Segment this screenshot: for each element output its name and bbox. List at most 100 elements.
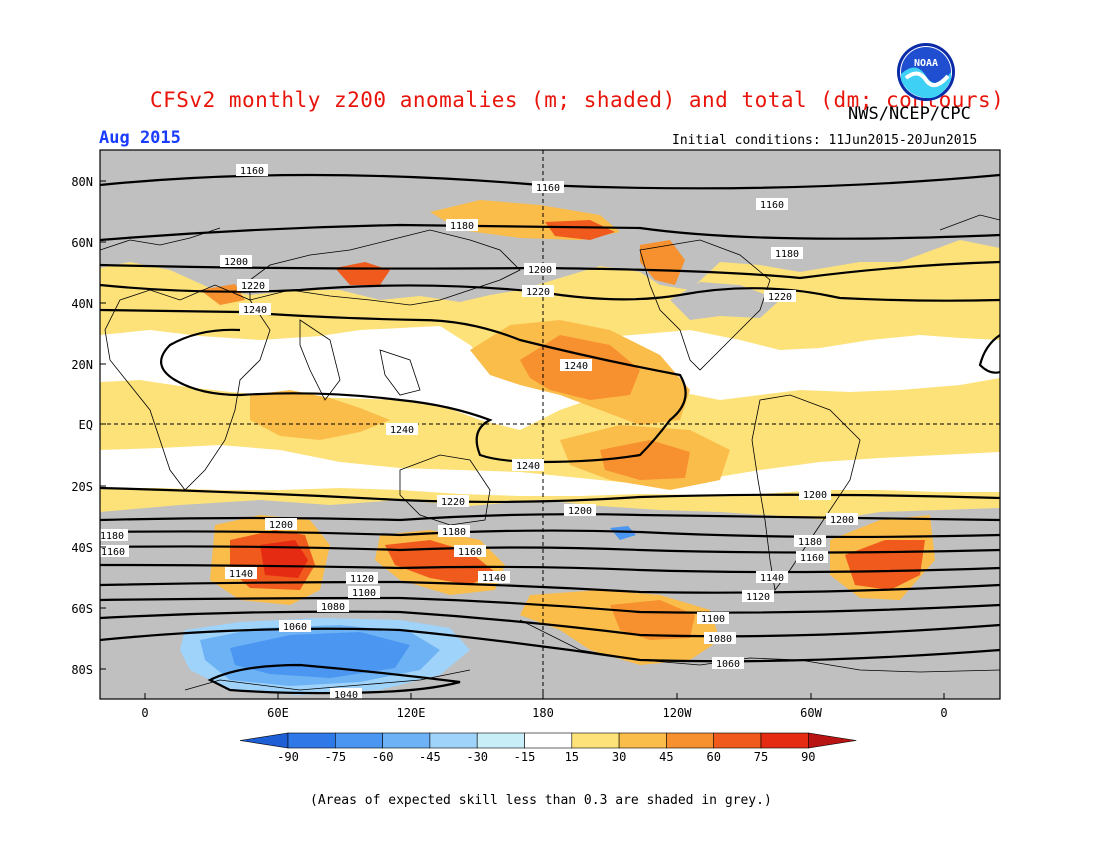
svg-text:1140: 1140 <box>229 569 253 580</box>
svg-text:1060: 1060 <box>283 622 307 633</box>
anom-south-atlantic-core <box>845 540 925 590</box>
contour-label: 1120 <box>742 590 774 603</box>
contour-1180-south <box>100 529 1000 539</box>
colorbar-level: -75 <box>324 750 346 764</box>
contour-label: 1140 <box>478 571 510 584</box>
contour-label: 1200 <box>826 513 858 526</box>
contour-label: 1220 <box>764 290 796 303</box>
contour-label: 1240 <box>239 303 271 316</box>
contour-label: 1240 <box>386 423 418 436</box>
contour-1040-south <box>207 663 461 695</box>
colorbar-swatch <box>476 732 525 749</box>
chart-title: CFSv2 monthly z200 anomalies (m; shaded)… <box>150 88 1005 112</box>
colorbar-level: 75 <box>754 750 768 764</box>
lat-label: 40N <box>71 297 93 311</box>
contour-label: 1180 <box>794 535 826 548</box>
forecast-month: Aug 2015 <box>99 128 181 148</box>
svg-text:1200: 1200 <box>269 520 293 531</box>
anom-australia-south-core <box>385 540 495 585</box>
grey-skill-south <box>100 500 1000 699</box>
contour-1220-north <box>100 283 1000 302</box>
svg-text:1240: 1240 <box>243 305 267 316</box>
svg-text:1100: 1100 <box>352 588 376 599</box>
anom-south-atlantic <box>830 515 935 600</box>
svg-text:1180: 1180 <box>442 527 466 538</box>
svg-text:1220: 1220 <box>441 497 465 508</box>
anom-south-pacific-core <box>600 440 690 480</box>
svg-text:1140: 1140 <box>482 573 506 584</box>
lat-label: EQ <box>79 418 93 432</box>
anom-south-indian-core <box>230 530 315 590</box>
lon-label: 0 <box>141 706 148 720</box>
svg-text:1160: 1160 <box>240 166 264 177</box>
contour-label: 1120 <box>346 572 378 585</box>
contour-label: 1160 <box>97 545 129 558</box>
lat-label: 40S <box>71 541 93 555</box>
colorbar-left-arrow <box>239 732 289 749</box>
lon-label: 180 <box>532 706 554 720</box>
svg-text:1200: 1200 <box>224 257 248 268</box>
colorbar-level: 60 <box>706 750 720 764</box>
contour-label: 1160 <box>756 198 788 211</box>
colorbar-swatch <box>760 732 809 749</box>
colorbar-level: -15 <box>514 750 536 764</box>
svg-text:1120: 1120 <box>350 574 374 585</box>
anom-antarctic-blue-core <box>200 625 440 686</box>
contour-label: 1080 <box>704 632 736 645</box>
svg-text:1080: 1080 <box>321 602 345 613</box>
lon-label: 60W <box>800 706 822 720</box>
colorbar-swatch <box>666 732 715 749</box>
contour-1160-south <box>100 545 1000 554</box>
map-frame <box>99 149 1001 700</box>
white-band-south <box>100 445 1000 496</box>
noaa-logo-icon: NOAA <box>897 43 955 101</box>
svg-text:1160: 1160 <box>101 547 125 558</box>
lon-label: 120E <box>397 706 426 720</box>
contour-label: 1160 <box>796 551 828 564</box>
colorbar-swatch <box>571 732 620 749</box>
anom-southern-ocean-pac <box>520 590 720 665</box>
contour-label: 1220 <box>237 279 269 292</box>
contour-label: 1100 <box>697 612 729 625</box>
contour-lines <box>100 173 1000 695</box>
contour-label: 1240 <box>512 459 544 472</box>
contour-label: 1200 <box>524 263 556 276</box>
colorbar-level: 45 <box>659 750 673 764</box>
latitude-labels: 80N 60N 40N 20N EQ 20S 40S 60S 80S <box>71 175 106 677</box>
lat-label: 80S <box>71 663 93 677</box>
contour-1240-east <box>978 334 1000 374</box>
map-background <box>100 150 1000 699</box>
colorbar-level: 15 <box>565 750 579 764</box>
contour-1060-south <box>100 627 1000 663</box>
svg-text:1180: 1180 <box>798 537 822 548</box>
anom-southern-ocean-pac-core <box>610 600 695 640</box>
contour-label: 1160 <box>236 164 268 177</box>
lon-label: 120W <box>663 706 693 720</box>
svg-text:1240: 1240 <box>564 361 588 372</box>
svg-text:1220: 1220 <box>241 281 265 292</box>
colorbar-level: -60 <box>372 750 394 764</box>
contour-label: 1240 <box>560 359 592 372</box>
anom-arctic-siberia-core <box>545 220 615 240</box>
contour-label: 1200 <box>265 518 297 531</box>
contour-label: 1200 <box>799 488 831 501</box>
contour-label: 1160 <box>532 181 564 194</box>
lon-label: 60E <box>267 706 289 720</box>
svg-text:1100: 1100 <box>701 614 725 625</box>
svg-text:1220: 1220 <box>768 292 792 303</box>
anom-arctic-siberia <box>430 200 620 240</box>
coastlines <box>100 214 1000 691</box>
grey-skill-north <box>100 150 1000 302</box>
grey-skill-north-pac <box>670 282 780 320</box>
colorbar-swatch <box>382 732 431 749</box>
colorbar: -90 -75 -60 -45 -30 -15 15 30 45 60 75 90 <box>239 732 857 764</box>
contour-label: 1180 <box>438 525 470 538</box>
contour-label: 1140 <box>225 567 257 580</box>
colorbar-swatch <box>334 732 383 749</box>
svg-text:1180: 1180 <box>450 221 474 232</box>
svg-text:1080: 1080 <box>708 634 732 645</box>
contour-labels: 1160 1160 1160 1180 1180 1200 1200 1200 1220 1220… <box>96 164 858 701</box>
anom-south-pacific-blue <box>610 526 636 540</box>
svg-text:1200: 1200 <box>830 515 854 526</box>
svg-text:1240: 1240 <box>390 425 414 436</box>
